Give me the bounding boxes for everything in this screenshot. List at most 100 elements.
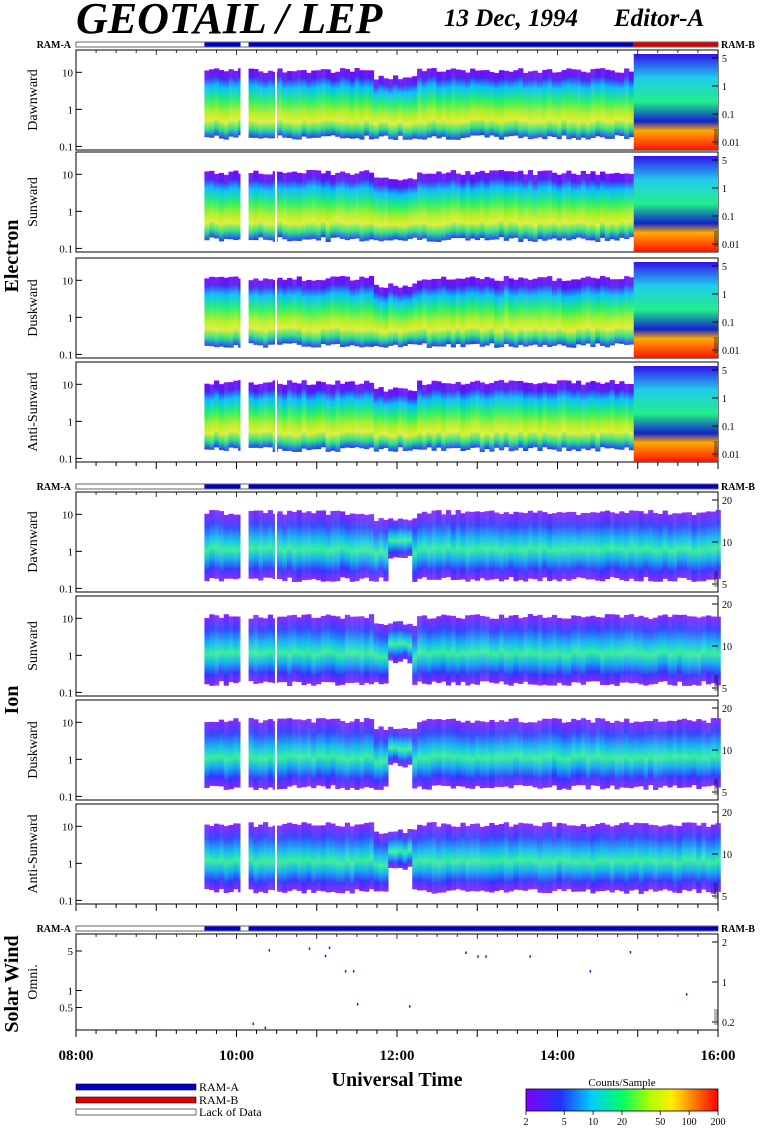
spectrogram-column [417, 616, 423, 682]
spectrogram-column [228, 513, 234, 579]
spectrogram-column [320, 382, 326, 448]
ram-b-spectrogram [633, 366, 718, 462]
spectrogram-column [604, 510, 611, 580]
spectrogram-column [686, 512, 692, 581]
ram-a-segment [248, 926, 718, 931]
spectrogram-column [450, 615, 456, 683]
spectrogram-column [619, 511, 625, 581]
spectrogram-column [628, 614, 635, 684]
spectrogram-column [233, 514, 239, 580]
spectrogram-column [364, 514, 370, 578]
spectrogram-column [710, 511, 716, 580]
spectrogram-column [373, 729, 379, 790]
spectrogram-column [518, 277, 524, 345]
spectrogram-column [301, 380, 307, 449]
spectrogram-column [566, 68, 572, 140]
page-title: GEOTAIL / LEP [76, 0, 384, 43]
spectrogram-column [600, 718, 606, 790]
spectrogram-column [267, 70, 274, 139]
spectrogram-column [277, 383, 283, 449]
spectrogram-column [614, 720, 620, 790]
spectrogram-column [209, 69, 215, 138]
spectrogram-column [354, 718, 360, 790]
spectrogram-column [412, 283, 418, 345]
spectrogram-column [218, 70, 225, 139]
spectrogram-column [354, 824, 360, 890]
spectrogram-column [445, 172, 452, 240]
ram-a-segment [248, 484, 718, 489]
panel-ylabel: Sunward [26, 177, 41, 227]
spectrogram-column [354, 173, 360, 239]
spectrogram-column [585, 719, 591, 790]
spectrogram-column [421, 720, 428, 790]
right-tick-label: 5 [722, 788, 727, 799]
spectrogram-column [204, 722, 210, 789]
mode-indicator-bars: RAM-A RAM-B RAM-A RAM-B RAM-A RAM-B [37, 40, 756, 935]
spectrogram-column [233, 70, 239, 138]
spectrogram-column [335, 510, 341, 582]
spectrogram-column [628, 71, 635, 138]
spectrogram-column [450, 718, 456, 789]
spectrogram-column [566, 825, 572, 890]
spectrogram-column [479, 170, 485, 239]
spectrogram-column [388, 726, 394, 765]
spectrogram-column [551, 72, 558, 138]
spectrogram-column [402, 624, 408, 660]
spectrogram-column [349, 826, 355, 894]
spectrogram-column [248, 618, 254, 682]
spectrogram-column [359, 616, 365, 685]
spectrogram-column [580, 512, 586, 579]
spectrogram-column [383, 287, 389, 348]
spectrogram-column [518, 68, 524, 139]
spectrogram-column [296, 617, 302, 683]
spectrogram-column [397, 621, 404, 662]
right-tick-label: 1 [722, 184, 727, 195]
spectrogram-column [445, 279, 452, 345]
spectrogram-column [228, 171, 234, 240]
solar-wind-point [529, 955, 531, 958]
spectrogram-column [335, 276, 341, 344]
spectrogram-column [484, 616, 490, 682]
spectrogram-column [392, 520, 399, 558]
spectrogram-column [677, 513, 683, 578]
spectrogram-column [368, 276, 375, 347]
spectrogram-column [633, 510, 639, 582]
spectrogram-column [590, 826, 596, 894]
left-tick-label: 10 [62, 509, 74, 521]
spectrogram-column [412, 518, 418, 582]
colorbar: Counts/Sample 2 5 10 20 50 100 200 [524, 1077, 726, 1128]
spectrogram-column [556, 617, 562, 683]
colorbar-tick-label: 50 [655, 1117, 665, 1128]
spectrogram-column [470, 174, 476, 239]
spectrogram-column [595, 382, 601, 452]
spectrogram-column [474, 172, 481, 241]
spectrogram-column [527, 382, 534, 449]
spectrogram-column [223, 614, 229, 686]
spectrogram-column [253, 170, 259, 241]
spectrogram-column [508, 718, 514, 789]
spectrogram-column [532, 384, 538, 448]
left-tick-label: 1 [68, 206, 74, 218]
spectrogram-column [484, 276, 490, 346]
spectrogram-column [619, 722, 625, 788]
right-tick-label: 10 [722, 538, 732, 549]
spectrogram-column [575, 615, 582, 683]
spectrogram-column [527, 614, 534, 685]
spectrogram-column [465, 383, 471, 450]
spectrogram-column [373, 520, 379, 582]
spectrogram-column [542, 822, 548, 894]
spectrogram-column [547, 718, 553, 788]
spectrogram-column [359, 171, 365, 242]
spectrogram-column [571, 173, 577, 240]
spectrogram-column [248, 510, 254, 579]
spectrogram-column [691, 721, 697, 786]
spectrogram-column [547, 822, 553, 894]
spectrogram-column [585, 826, 591, 890]
spectrogram-column [494, 72, 500, 137]
right-tick-label: 5 [722, 892, 727, 903]
spectrogram-column [431, 618, 437, 682]
spectrogram-column [228, 276, 234, 348]
spectrogram-column [359, 721, 365, 789]
spectrogram-column [311, 384, 317, 450]
spectrogram-column [503, 512, 509, 580]
